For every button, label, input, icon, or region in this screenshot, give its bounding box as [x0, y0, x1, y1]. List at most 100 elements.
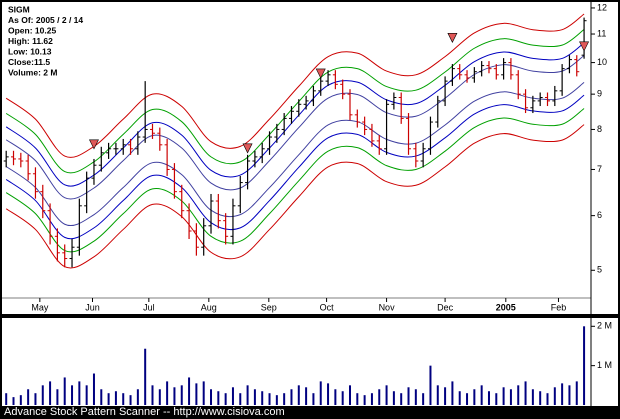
y-tick-label: 5 — [597, 265, 602, 275]
signal-marker — [315, 68, 326, 79]
y-tick-label: 12 — [597, 2, 607, 12]
volume-bar — [429, 365, 432, 405]
y-tick-label: 9 — [597, 89, 602, 99]
volume-bar — [63, 377, 66, 405]
volume-bar — [122, 393, 125, 405]
volume-bar — [319, 381, 322, 405]
volume-bars — [5, 326, 586, 405]
band-line — [5, 108, 585, 253]
volume-bar — [210, 389, 213, 405]
volume-bar — [539, 391, 542, 405]
band-line — [5, 81, 585, 227]
info-line: SIGM — [8, 4, 30, 14]
band-line — [5, 55, 585, 200]
signal-marker — [242, 143, 253, 154]
volume-bar — [144, 348, 147, 405]
volume-bar — [253, 389, 256, 405]
volume-bar — [107, 393, 110, 405]
volume-bar — [151, 385, 154, 405]
x-tick-label: Jul — [143, 302, 155, 312]
volume-bar — [480, 385, 483, 405]
volume-bar — [466, 393, 469, 405]
volume-bar — [297, 385, 300, 405]
signal-marker — [88, 139, 99, 150]
volume-bar — [348, 385, 351, 405]
volume-bar — [327, 383, 330, 405]
volume-bar — [568, 385, 571, 405]
volume-bar — [283, 393, 286, 405]
volume-bar — [392, 391, 395, 405]
volume-bar — [56, 389, 59, 405]
volume-bar — [78, 381, 81, 405]
volume-bar — [19, 395, 22, 405]
info-line: Volume: 2 M — [8, 67, 57, 77]
band-line — [5, 124, 585, 269]
volume-bar — [268, 393, 271, 405]
volume-bar — [341, 391, 344, 405]
info-line: Open: 10.25 — [8, 25, 56, 35]
x-tick-label: Oct — [320, 302, 335, 312]
price-bars — [3, 17, 590, 268]
volume-bar — [92, 373, 95, 405]
volume-bar — [517, 385, 520, 405]
volume-bar — [275, 395, 278, 405]
volume-bar — [100, 389, 103, 405]
volume-bar — [524, 381, 527, 405]
volume-bar — [173, 387, 176, 405]
volume-bar — [458, 391, 461, 405]
volume-bar — [363, 395, 366, 405]
volume-bar — [473, 389, 476, 405]
y-tick-label: 7 — [597, 164, 602, 174]
volume-bar — [195, 383, 198, 405]
volume-bar — [444, 387, 447, 405]
info-line: Close:11.5 — [8, 57, 50, 67]
info-line: High: 11.62 — [8, 36, 53, 46]
volume-bar — [334, 389, 337, 405]
volume-bar — [546, 393, 549, 405]
price-panel — [2, 2, 618, 314]
volume-bar — [217, 391, 220, 405]
x-tick-label: Jun — [85, 302, 100, 312]
volume-bar — [414, 389, 417, 405]
volume-bar — [12, 397, 15, 405]
volume-bar — [487, 391, 490, 405]
volume-bar — [27, 389, 30, 405]
band-line — [5, 94, 585, 240]
volume-tick-label: 2 M — [597, 321, 612, 331]
volume-bar — [34, 393, 37, 405]
x-tick-label: May — [31, 302, 49, 312]
volume-bar — [188, 377, 191, 405]
volume-bar — [356, 393, 359, 405]
x-tick-label: Feb — [551, 302, 567, 312]
info-line: Low: 10.13 — [8, 46, 52, 56]
volume-bar — [158, 389, 161, 405]
volume-bar — [49, 381, 52, 405]
volume-bar — [385, 385, 388, 405]
info-line: As Of: 2005 / 2 / 14 — [8, 15, 83, 25]
volume-bar — [305, 387, 308, 405]
y-tick-label: 8 — [597, 124, 602, 134]
volume-bar — [509, 389, 512, 405]
volume-bar — [407, 387, 410, 405]
volume-bar — [378, 389, 381, 405]
volume-bar — [129, 395, 132, 405]
volume-bar — [436, 385, 439, 405]
volume-bar — [422, 393, 425, 405]
volume-bar — [114, 391, 117, 405]
volume-bar — [246, 385, 249, 405]
y-tick-label: 11 — [597, 28, 606, 38]
volume-bar — [575, 381, 578, 405]
volume-bar — [180, 385, 183, 405]
volume-bar — [495, 393, 498, 405]
volume-bar — [261, 391, 264, 405]
x-tick-label: Sep — [261, 302, 277, 312]
signal-marker — [447, 33, 458, 43]
volume-bar — [531, 389, 534, 405]
volume-bar — [71, 385, 74, 405]
bands — [5, 13, 585, 269]
volume-bar — [239, 393, 242, 405]
y-tick-label: 6 — [597, 210, 602, 220]
volume-bar — [202, 381, 205, 405]
